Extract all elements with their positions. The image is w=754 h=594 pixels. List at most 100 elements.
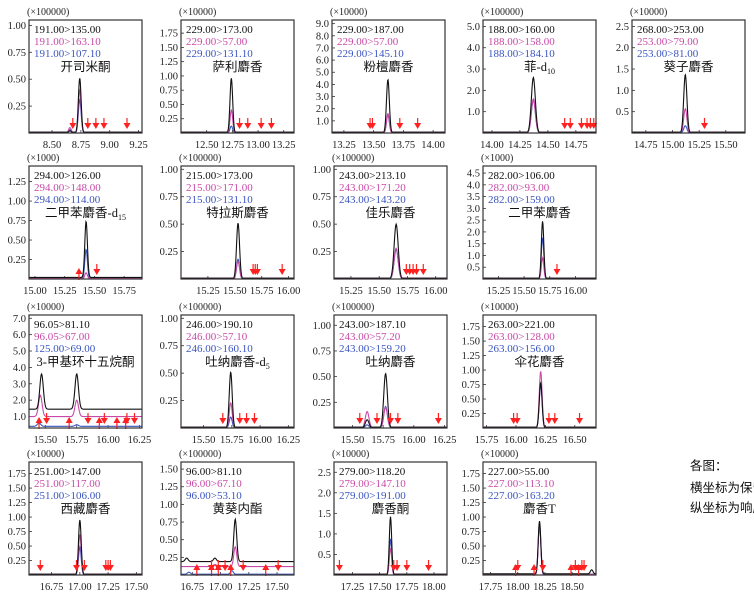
y-tick-label: 0.75 bbox=[313, 192, 331, 203]
x-tick-label: 17.00 bbox=[209, 582, 233, 593]
peak-marker-down-arrow-icon bbox=[43, 413, 51, 424]
transition-label-black: 96.05>81.10 bbox=[34, 319, 90, 331]
y-tick-label: 3.0 bbox=[316, 92, 329, 103]
transition-label-pink: 243.00>171.20 bbox=[339, 182, 406, 194]
marker-head bbox=[514, 565, 522, 571]
x-tick-label: 13.25 bbox=[272, 140, 296, 151]
trace-black bbox=[483, 221, 596, 279]
compound-name: 葵子麝香 bbox=[663, 59, 714, 74]
transition-label-pink: 229.00>57.00 bbox=[337, 36, 399, 48]
chromatogram-panel: (×10000) 0.5 1.0 1.5 2.0 2.5 17.25 17.50 17.75 18… bbox=[318, 449, 448, 593]
compound-title: 黄葵内酯 bbox=[212, 502, 262, 516]
trace-blue bbox=[483, 98, 596, 133]
x-tick-label: 15.50 bbox=[34, 435, 58, 446]
peak-marker-down-arrow-icon bbox=[580, 560, 588, 571]
peak-marker-down-arrow-icon bbox=[84, 118, 92, 129]
transition-label-blue: 253.00>81.00 bbox=[637, 48, 699, 60]
chromatogram-panel: (×100000) 0.25 0.50 0.75 1.00 15.50 15.75 16.00… bbox=[160, 302, 301, 446]
y-scale-label: (×10000) bbox=[27, 302, 64, 313]
marker-head bbox=[100, 418, 108, 424]
trace-group bbox=[181, 78, 294, 133]
y-scale-label: (×10000) bbox=[330, 7, 367, 18]
transition-label-pink: 215.00>171.00 bbox=[186, 182, 253, 194]
y-scale-label: (×100000) bbox=[179, 153, 221, 164]
x-tick-label: 15.75 bbox=[65, 435, 89, 446]
peak-marker-up-arrow-icon bbox=[113, 417, 121, 429]
y-tick-label: 1.00 bbox=[462, 513, 480, 524]
trace-group bbox=[29, 372, 142, 427]
peak-marker-down-arrow-icon bbox=[419, 264, 427, 275]
trace-black bbox=[181, 78, 294, 133]
peak-marker-down-arrow-icon bbox=[414, 118, 422, 129]
x-tick-label: 16.00 bbox=[504, 435, 528, 446]
compound-name: 3-甲基环十五烷酮 bbox=[37, 355, 135, 369]
x-tick-label: 14.25 bbox=[508, 140, 532, 151]
y-tick-label: 0.50 bbox=[8, 236, 26, 247]
y-tick-label: 1.5 bbox=[467, 239, 480, 250]
y-scale-label: (×1000) bbox=[27, 153, 59, 164]
chromatogram-panel: (×100000) 0.25 0.50 0.75 1.00 15.25 15.50 15.75… bbox=[160, 153, 301, 297]
x-tick-label: 15.50 bbox=[223, 286, 247, 297]
plot-frame bbox=[180, 461, 295, 576]
y-tick-label: 4.0 bbox=[316, 80, 329, 91]
y-tick-label: 1.00 bbox=[160, 500, 178, 511]
y-tick-label: 1.00 bbox=[160, 71, 178, 82]
marker-head bbox=[553, 269, 561, 275]
x-tick-label: 16.00 bbox=[248, 435, 272, 446]
transition-label-pink: 279.00>147.10 bbox=[339, 478, 406, 490]
y-tick-label: 2.5 bbox=[318, 468, 331, 479]
x-tick-label: 15.25 bbox=[53, 286, 77, 297]
plot-frame bbox=[180, 165, 295, 280]
x-tick-label: 16.50 bbox=[563, 435, 587, 446]
x-tick-label: 16.00 bbox=[424, 286, 448, 297]
peak-marker-down-arrow-icon bbox=[700, 118, 708, 129]
marker-head bbox=[65, 417, 73, 423]
y-tick-label: 1.00 bbox=[8, 513, 26, 524]
transition-label-blue: 229.00>131.10 bbox=[186, 48, 253, 60]
peak-marker-down-arrow-icon bbox=[514, 560, 522, 571]
y-tick-label: 0.75 bbox=[8, 216, 26, 227]
x-tick-label: 15.75 bbox=[112, 286, 136, 297]
compound-name: 萨利麝香 bbox=[212, 59, 263, 74]
y-tick-label: 1.0 bbox=[318, 529, 331, 540]
marker-head bbox=[92, 123, 100, 129]
x-tick-label: 15.00 bbox=[23, 286, 47, 297]
transition-label-blue: 294.00>114.00 bbox=[34, 194, 101, 206]
peak-marker-up-arrow-icon bbox=[65, 417, 73, 429]
transition-label-blue: 263.00>156.00 bbox=[488, 343, 555, 355]
marker-head bbox=[36, 565, 44, 571]
chromatogram-panel: (×100000) 0.25 0.50 0.75 1.00 1.25 1.50 16.75 17… bbox=[160, 449, 295, 593]
compound-name: 二甲苯麝香 bbox=[508, 205, 571, 220]
marker-head bbox=[356, 418, 364, 424]
marker-head bbox=[396, 123, 404, 129]
x-tick-label: 18.00 bbox=[506, 582, 530, 593]
chromatogram-panel: (×10000) 0.25 0.50 0.75 1.00 1.25 1.50 1.75 16.7… bbox=[8, 449, 149, 593]
chromatogram-panel: (×100000) 0.25 0.50 0.75 1.00 8.50 8.75 9.00 9.2… bbox=[8, 7, 148, 151]
marker-head bbox=[545, 418, 553, 424]
y-tick-label: 4.0 bbox=[13, 363, 26, 374]
plot-frame bbox=[333, 314, 448, 429]
y-tick-label: 0.75 bbox=[160, 192, 178, 203]
peak-marker-down-arrow-icon bbox=[244, 118, 252, 129]
marker-head bbox=[93, 269, 101, 275]
compound-name: 麝香酮 bbox=[372, 501, 410, 516]
peak-marker-down-arrow-icon bbox=[434, 413, 442, 424]
y-tick-label: 1.00 bbox=[462, 366, 480, 377]
compound-title: 粉檀麝香 bbox=[363, 59, 414, 74]
x-tick-label: 17.75 bbox=[395, 582, 419, 593]
trace-black bbox=[181, 222, 294, 279]
compound-name: 二甲苯麝香-d bbox=[45, 205, 119, 220]
marker-head bbox=[551, 418, 559, 424]
compound-name: 特拉斯麝香 bbox=[206, 205, 269, 220]
y-tick-label: 2.0 bbox=[13, 396, 26, 407]
marker-head bbox=[274, 565, 282, 571]
transition-label-black: 229.00>187.00 bbox=[337, 24, 404, 36]
compound-name: 伞花麝香 bbox=[514, 354, 565, 369]
plot-frame bbox=[28, 165, 143, 280]
transition-label-black: 191.00>135.00 bbox=[34, 24, 101, 36]
y-tick-label: 0.50 bbox=[313, 220, 331, 231]
note-line-2: 横坐标为保留时间（min） bbox=[690, 481, 754, 495]
transition-label-blue: 243.00>159.20 bbox=[339, 343, 406, 355]
marker-head bbox=[577, 123, 585, 129]
marker-head bbox=[193, 564, 201, 570]
